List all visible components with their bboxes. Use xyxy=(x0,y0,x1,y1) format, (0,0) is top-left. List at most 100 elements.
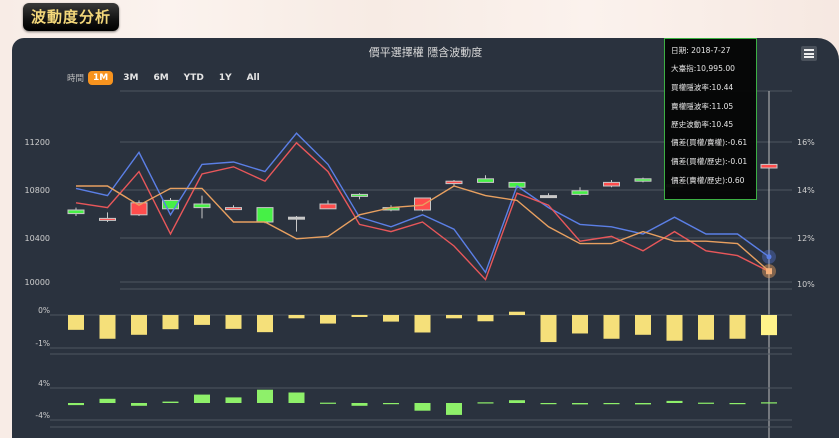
y-axis-tick-right: 10% xyxy=(797,280,815,289)
candle-body[interactable] xyxy=(445,180,463,185)
spread-bar-call-put[interactable] xyxy=(509,311,525,315)
spread-bar-call-put[interactable] xyxy=(729,315,746,339)
range-button-all[interactable]: All xyxy=(246,73,260,83)
y-axis-tick-sub1: 0% xyxy=(38,306,50,315)
spread-bar-put-hist[interactable] xyxy=(603,403,620,405)
spread-bar-put-hist[interactable] xyxy=(761,402,777,404)
spread-bar-call-put[interactable] xyxy=(446,315,462,319)
spread-bar-put-hist[interactable] xyxy=(414,403,431,411)
tooltip-index: 大臺指:10,995.00 xyxy=(671,64,735,73)
tooltip-spread-put-hist: 價差(賣權/歷史):0.60 xyxy=(671,176,745,185)
candle-body[interactable] xyxy=(477,178,494,183)
candle-body[interactable] xyxy=(540,195,557,199)
candle-body[interactable] xyxy=(193,203,211,209)
spread-bar-put-hist[interactable] xyxy=(729,403,746,405)
hamburger-menu-icon[interactable] xyxy=(801,46,817,61)
spread-bar-call-put[interactable] xyxy=(477,315,494,322)
spread-bar-put-hist[interactable] xyxy=(162,401,179,403)
spread-bar-put-hist[interactable] xyxy=(351,403,368,406)
candle-body[interactable] xyxy=(603,181,620,187)
y-axis-tick-sub2: 4% xyxy=(38,379,50,388)
series-line-1[interactable] xyxy=(75,141,770,281)
tooltip-spread-call-hist: 價差(買權/歷史):-0.01 xyxy=(671,157,748,166)
chart-title: 價平選擇權 隱含波動度 xyxy=(368,46,483,59)
candle-body[interactable] xyxy=(225,207,242,211)
range-label: 時間 xyxy=(67,74,85,84)
tooltip-hist-vol: 歷史波動率:10.45 xyxy=(671,120,734,129)
spread-bar-put-hist[interactable] xyxy=(540,403,557,405)
marker-hist-vol xyxy=(766,268,772,275)
candle-body[interactable] xyxy=(571,190,589,195)
spread-bar-call-put[interactable] xyxy=(540,315,557,343)
candle-body[interactable] xyxy=(414,197,431,211)
spread-bar-put-hist[interactable] xyxy=(635,403,651,405)
candle-body[interactable] xyxy=(99,217,116,221)
range-button-1y[interactable]: 1Y xyxy=(218,73,232,83)
spread-bar-put-hist[interactable] xyxy=(572,403,588,405)
spread-bar-put-hist[interactable] xyxy=(666,400,683,403)
candle-body[interactable] xyxy=(634,178,652,182)
range-button-ytd[interactable]: YTD xyxy=(183,73,204,83)
spread-bar-call-put[interactable] xyxy=(383,315,399,322)
spread-bar-call-put[interactable] xyxy=(288,315,305,319)
spread-bar-call-put[interactable] xyxy=(99,315,116,339)
page-title-badge: 波動度分析 xyxy=(23,3,119,31)
spread-bar-call-put[interactable] xyxy=(162,315,179,330)
range-button-3m[interactable]: 3M xyxy=(123,73,139,83)
spread-bar-call-put[interactable] xyxy=(698,315,714,340)
spread-bar-call-put[interactable] xyxy=(320,315,336,324)
series-line-0[interactable] xyxy=(75,132,770,274)
spread-bar-put-hist[interactable] xyxy=(131,403,147,406)
y-axis-tick-left: 11200 xyxy=(25,138,50,147)
spread-bar-call-put[interactable] xyxy=(414,315,431,333)
spread-bar-put-hist[interactable] xyxy=(288,392,305,404)
spread-bar-call-put[interactable] xyxy=(225,315,242,329)
range-selector: 時間 1M 3M 6M YTD 1Y All xyxy=(67,71,270,85)
candle-body[interactable] xyxy=(351,193,368,197)
series-line-2[interactable] xyxy=(76,185,770,272)
y-axis-tick-sub2: -4% xyxy=(35,411,50,420)
y-axis-tick-right: 16% xyxy=(797,138,815,147)
spread-bar-call-put[interactable] xyxy=(572,315,588,334)
spread-bar-call-put[interactable] xyxy=(603,315,620,339)
candle-body[interactable] xyxy=(760,163,778,169)
spread-bar-call-put[interactable] xyxy=(635,315,651,335)
spread-bar-call-put[interactable] xyxy=(761,315,777,336)
y-axis-tick-sub1: -1% xyxy=(35,339,50,348)
range-button-6m[interactable]: 6M xyxy=(153,73,169,83)
y-axis-tick-right: 12% xyxy=(797,234,815,243)
spread-bar-call-put[interactable] xyxy=(257,315,273,333)
y-axis-tick-left: 10800 xyxy=(25,186,50,195)
spread-bar-put-hist[interactable] xyxy=(383,403,399,405)
spread-bar-put-hist[interactable] xyxy=(509,400,525,403)
candle-body[interactable] xyxy=(319,203,337,210)
y-axis-tick-left: 10000 xyxy=(25,278,50,287)
spread-bar-put-hist[interactable] xyxy=(68,403,84,406)
spread-bar-put-hist[interactable] xyxy=(698,402,714,404)
candle-body[interactable] xyxy=(130,202,148,216)
chart-tooltip: 日期: 2018-7-27 大臺指:10,995.00 買權隱波率:10.44 … xyxy=(664,38,757,200)
tooltip-date: 日期: 2018-7-27 xyxy=(671,46,731,55)
spread-bar-put-hist[interactable] xyxy=(194,394,210,403)
spread-bar-call-put[interactable] xyxy=(666,315,683,341)
spread-bar-put-hist[interactable] xyxy=(99,398,116,403)
spread-bar-put-hist[interactable] xyxy=(320,402,336,404)
chart-plot-area[interactable]: 10000 10400 10800 11200 10% 12% 14% 16% 0% -1% 4% -… xyxy=(12,38,839,438)
candle-body[interactable] xyxy=(162,199,179,210)
y-axis-tick-right: 14% xyxy=(797,186,815,195)
range-button-1m[interactable]: 1M xyxy=(88,71,114,85)
spread-bar-put-hist[interactable] xyxy=(477,402,494,404)
spread-bar-call-put[interactable] xyxy=(68,315,84,330)
spread-bar-call-put[interactable] xyxy=(194,315,210,325)
marker-put-iv xyxy=(766,254,772,260)
candle-body[interactable] xyxy=(256,207,274,223)
spread-bar-call-put[interactable] xyxy=(351,315,368,317)
spread-bar-put-hist[interactable] xyxy=(225,397,242,403)
spread-bar-put-hist[interactable] xyxy=(257,389,273,403)
candle-body[interactable] xyxy=(288,216,305,220)
tooltip-call-iv: 買權隱波率:10.44 xyxy=(671,83,734,92)
spread-bar-put-hist[interactable] xyxy=(446,403,462,415)
tooltip-put-iv: 賣權隱波率:11.05 xyxy=(671,102,734,111)
spread-bar-call-put[interactable] xyxy=(131,315,147,335)
candle-body[interactable] xyxy=(67,209,85,215)
